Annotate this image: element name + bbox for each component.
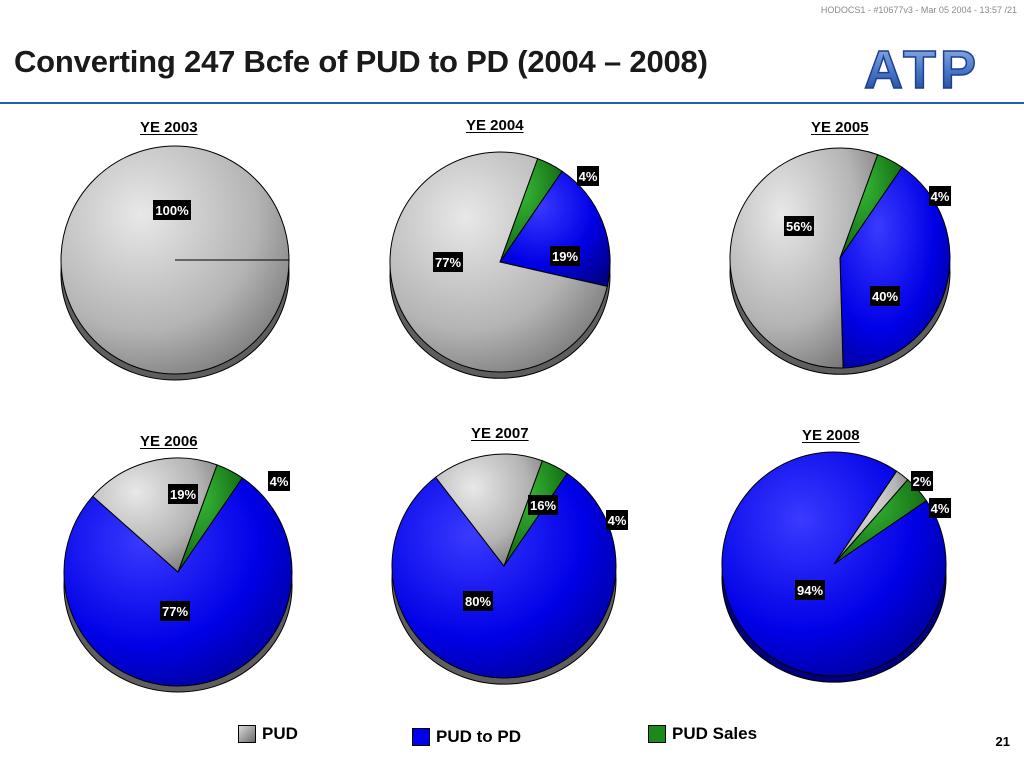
data-label-box xyxy=(795,580,825,600)
data-label-box xyxy=(577,166,599,186)
legend-swatch-pud xyxy=(238,725,256,743)
pie-slice-pud xyxy=(389,151,608,373)
pie-slice-pud-to-pd xyxy=(391,472,617,679)
data-label-box xyxy=(168,484,198,504)
data-label-box xyxy=(929,186,951,206)
data-label-box xyxy=(550,246,580,266)
data-label-box xyxy=(528,495,558,515)
data-label-box xyxy=(784,216,814,236)
pie-slice-pud-to-pd xyxy=(839,166,951,369)
chart-title-2004: YE 2004 xyxy=(466,117,524,134)
data-label-box xyxy=(153,200,191,220)
legend-swatch-pud-to-pd xyxy=(412,728,430,746)
logo-text: ATP xyxy=(864,40,980,96)
data-label: 77% xyxy=(435,255,461,270)
data-label-box xyxy=(433,252,463,272)
legend-label-pud: PUD xyxy=(262,724,298,743)
page-title: Converting 247 Bcfe of PUD to PD (2004 –… xyxy=(14,44,708,79)
data-label: 56% xyxy=(786,219,812,234)
data-label-box xyxy=(606,510,628,530)
data-label-box xyxy=(870,286,900,306)
legend-item-pud-to-pd: PUD to PD xyxy=(412,727,521,747)
data-label: 94% xyxy=(797,583,823,598)
data-label-box xyxy=(911,471,933,491)
legend-item-pud-sales: PUD Sales xyxy=(648,724,757,744)
pie-chart-5: 2% 4% 94% xyxy=(721,451,951,683)
data-label: 19% xyxy=(170,487,196,502)
chart-title-2006: YE 2006 xyxy=(140,433,198,450)
pie-slice-pud-to-pd xyxy=(721,451,947,677)
data-label-box xyxy=(463,591,493,611)
legend-swatch-pud-sales xyxy=(648,725,666,743)
pie-chart-2: 4% 40% 56% xyxy=(729,147,951,375)
page-number: 21 xyxy=(995,734,1010,749)
data-label: 80% xyxy=(465,594,491,609)
data-label-box xyxy=(268,471,290,491)
pie-slice-pud xyxy=(729,147,879,369)
data-label: 4% xyxy=(270,474,289,489)
chart-title-2003: YE 2003 xyxy=(140,119,198,136)
legend-label-pud-to-pd: PUD to PD xyxy=(436,727,521,746)
chart-title-2008: YE 2008 xyxy=(802,427,860,444)
header-rule xyxy=(0,102,1024,104)
pie-chart-3: 4% 77% 19% xyxy=(63,457,293,693)
data-label: 40% xyxy=(872,289,898,304)
data-label: 4% xyxy=(579,169,598,184)
document-id: HODOCS1 - #10677v3 - Mar 05 2004 - 13:57… xyxy=(820,5,1017,15)
data-label: 19% xyxy=(552,249,578,264)
legend-item-pud: PUD xyxy=(238,724,298,744)
data-label-box xyxy=(160,601,190,621)
data-label: 4% xyxy=(608,513,627,528)
chart-title-2007: YE 2007 xyxy=(471,425,529,442)
data-label: 2% xyxy=(913,474,932,489)
data-label-box xyxy=(929,498,951,518)
pie-chart-0: 100% xyxy=(60,145,290,381)
pie-slice-pud xyxy=(434,453,543,568)
legend-label-pud-sales: PUD Sales xyxy=(672,724,758,743)
data-label: 100% xyxy=(155,203,189,218)
data-label: 4% xyxy=(931,501,950,516)
chart-title-2005: YE 2005 xyxy=(811,119,869,136)
data-label: 16% xyxy=(530,498,556,513)
atp-logo: ATP xyxy=(863,40,980,96)
pie-chart-4: 4% 80% 16% xyxy=(391,453,628,685)
data-label: 77% xyxy=(162,604,188,619)
pie-slice-pud-to-pd xyxy=(499,170,611,287)
pie-chart-1: 4% 19% 77% xyxy=(389,151,611,379)
data-label: 4% xyxy=(931,189,950,204)
pie-slice-pud-to-pd xyxy=(63,477,293,687)
